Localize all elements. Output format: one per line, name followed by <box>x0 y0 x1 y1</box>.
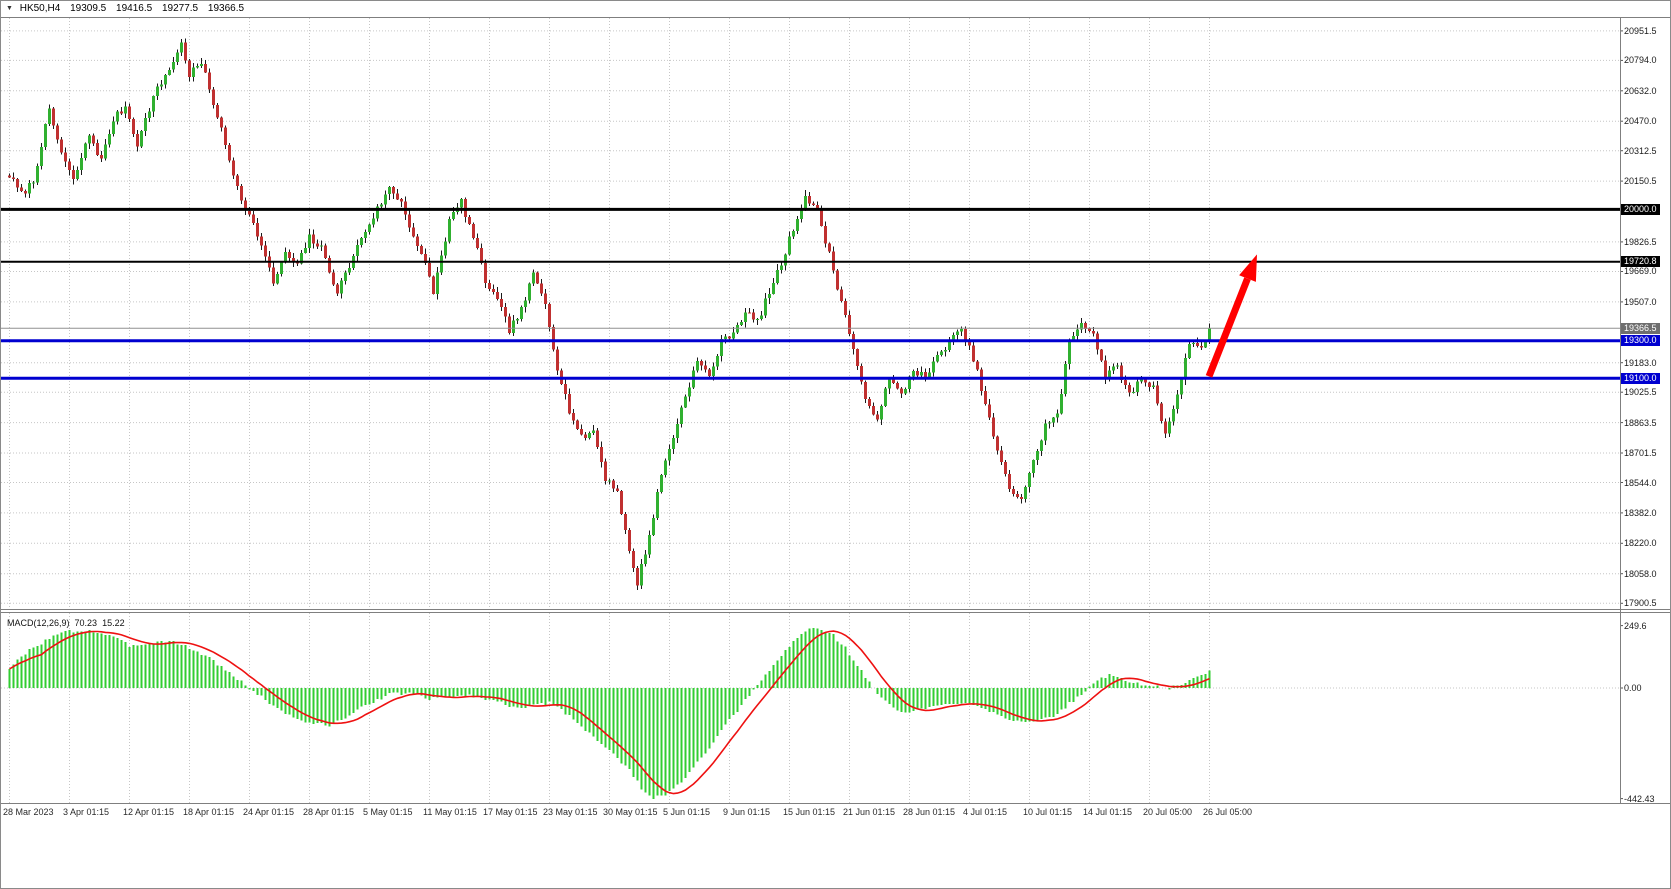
grid-layer <box>1 18 1620 803</box>
price-axis-tick: 20312.5 <box>1624 145 1657 156</box>
time-axis[interactable]: 28 Mar 2023 3 Apr 01:15 12 Apr 01:15 18 Apr… <box>1 807 1670 821</box>
price-axis-tick: 19025.5 <box>1624 387 1657 398</box>
price-axis-tick: 20794.0 <box>1624 55 1657 66</box>
time-axis-label: 28 Mar 2023 <box>3 807 54 817</box>
price-axis-tick: 17900.5 <box>1624 598 1657 609</box>
trend-arrow-head[interactable] <box>1239 254 1257 282</box>
macd-signal-line <box>9 630 1210 795</box>
time-axis-label: 26 Jul 05:00 <box>1203 807 1253 817</box>
ohlc-close-value: 19366.5 <box>207 3 245 14</box>
time-axis-label: 12 Apr 01:15 <box>123 807 175 817</box>
time-axis-label: 10 Jul 01:15 <box>1023 807 1073 817</box>
chart-dropdown-icon[interactable]: ▼ <box>6 5 13 12</box>
time-axis-label: 11 May 01:15 <box>423 807 477 817</box>
time-axis-label: 14 Jul 01:15 <box>1083 807 1133 817</box>
symbol-timeframe-label: HK50,H4 <box>19 3 61 14</box>
time-axis-label: 17 May 01:15 <box>483 807 538 817</box>
price-axis-tick: 18220.0 <box>1624 538 1657 549</box>
ohlc-open-value: 19309.5 <box>70 3 107 14</box>
time-axis-label: 5 May 01:15 <box>363 807 413 817</box>
price-axis-tick: 18382.0 <box>1624 507 1657 518</box>
up-candles <box>28 42 1211 586</box>
macd-axis-tick: 0.00 <box>1624 683 1642 693</box>
time-axis-label: 20 Jul 05:00 <box>1143 807 1193 817</box>
time-axis-label: 28 Apr 01:15 <box>303 807 355 817</box>
time-axis-label: 3 Apr 01:15 <box>63 807 110 817</box>
hline-price-label: 20000.0 <box>1621 203 1660 215</box>
frame-layer <box>1 17 1670 804</box>
time-axis-label: 5 Jun 01:15 <box>663 807 711 817</box>
price-axis-tick: 20150.5 <box>1624 176 1657 187</box>
ohlc-low-value: 19277.5 <box>161 3 199 14</box>
down-candles <box>8 42 1203 586</box>
price-axis-tick: 19183.0 <box>1624 357 1657 368</box>
time-axis-label: 4 Jul 01:15 <box>963 807 1008 817</box>
time-axis-label: 9 Jun 01:15 <box>723 807 771 817</box>
hline-price-label: 19300.0 <box>1621 335 1660 347</box>
price-axis-tick: 19507.0 <box>1624 296 1657 307</box>
time-axis-label: 24 Apr 01:15 <box>243 807 295 817</box>
price-axis-tick: 18544.0 <box>1624 477 1657 488</box>
price-axis-tick: 18058.0 <box>1624 568 1657 579</box>
ohlc-high-value: 19416.5 <box>116 3 153 14</box>
macd-indicator-label: MACD(12,26,9) 70.23 15.22 <box>7 618 130 628</box>
last-price-label: 19366.5 <box>1621 322 1660 334</box>
macd-axis-tick: 249.6 <box>1624 620 1647 631</box>
macd-main-value: 70.23 <box>74 618 98 628</box>
macd-histogram <box>8 627 1211 800</box>
hline-price-label: 19100.0 <box>1621 372 1660 384</box>
macd-signal-value: 15.22 <box>102 618 125 628</box>
price-axis-tick: 18863.5 <box>1624 417 1657 428</box>
price-axis-tick: 19669.0 <box>1624 266 1657 277</box>
price-axis-tick: 20951.5 <box>1624 25 1657 36</box>
symbol-bar: ▼ HK50,H4 19309.5 19416.5 19277.5 19366.… <box>1 1 1670 17</box>
time-axis-label: 28 Jun 01:15 <box>903 807 956 817</box>
time-axis-label: 23 May 01:15 <box>543 807 598 817</box>
time-axis-label: 18 Apr 01:15 <box>183 807 235 817</box>
time-axis-label: 21 Jun 01:15 <box>843 807 896 817</box>
macd-axis-tick: -442.43 <box>1624 793 1655 804</box>
time-axis-label: 30 May 01:15 <box>603 807 658 817</box>
macd-name: MACD(12,26,9) <box>7 618 70 628</box>
price-axis[interactable]: 20951.5 20794.0 20632.0 20470.0 20312.5 20150… <box>1620 1 1670 888</box>
price-axis-tick: 19826.5 <box>1624 236 1657 247</box>
price-axis-tick: 20632.0 <box>1624 85 1657 96</box>
hline-price-label: 19720.8 <box>1621 256 1660 268</box>
time-axis-label: 15 Jun 01:15 <box>783 807 836 817</box>
price-axis-tick: 18701.5 <box>1624 447 1657 458</box>
price-axis-tick: 20470.0 <box>1624 116 1657 127</box>
trend-arrow-shaft[interactable] <box>1205 277 1251 378</box>
